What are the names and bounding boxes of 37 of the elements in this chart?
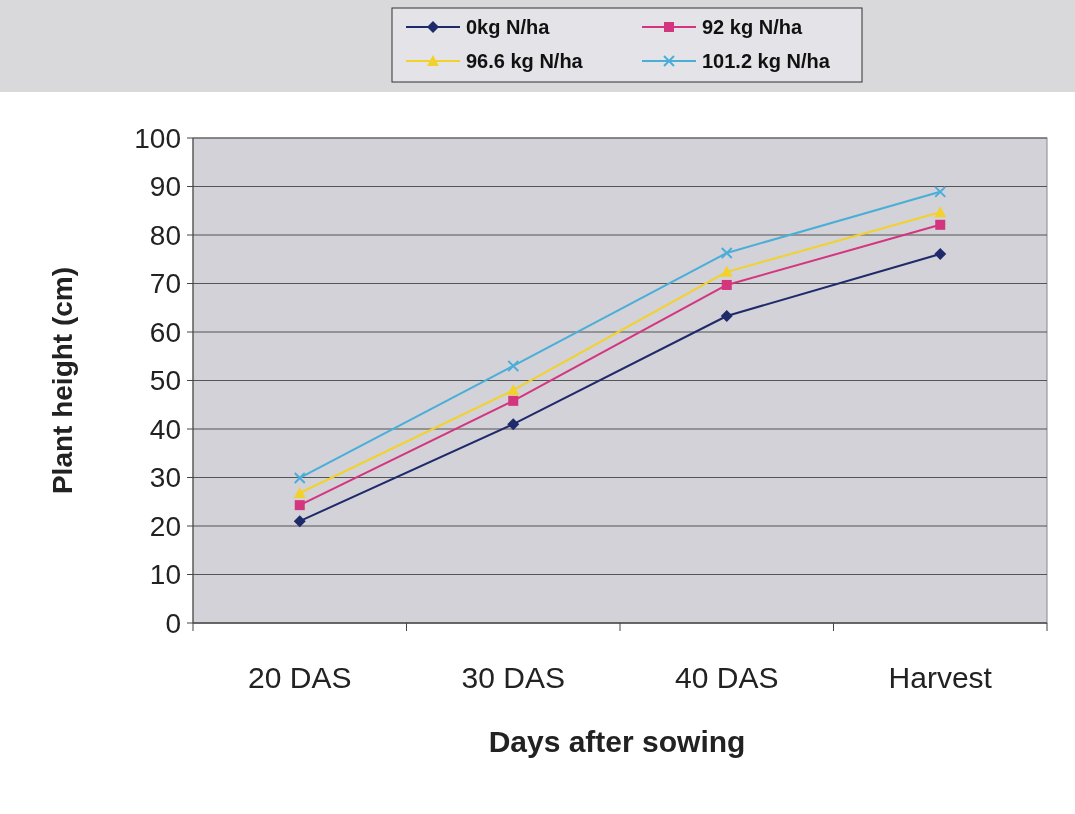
point (720, 265, 733, 277)
y-tick-label: 70 (149, 268, 181, 300)
point (508, 395, 519, 406)
x-axis-title: Days after sowing (488, 725, 746, 758)
legend-label: 101.2 kg N/ha (702, 50, 831, 72)
point (507, 384, 520, 396)
y-tick-label: 20 (149, 510, 181, 542)
point (507, 359, 520, 372)
y-tick-label: 60 (149, 316, 181, 348)
point (720, 310, 733, 322)
y-tick-label: 50 (149, 365, 181, 397)
point (293, 515, 306, 528)
point (935, 219, 946, 230)
legend-label: 92 kg N/ha (702, 16, 803, 38)
legend-label: 96.6 kg N/ha (466, 50, 584, 72)
point (934, 247, 947, 260)
x-tick-label: Harvest (888, 661, 993, 694)
x-tick-label: 30 DAS (461, 661, 565, 694)
point (720, 246, 733, 259)
y-tick-label: 10 (149, 559, 181, 591)
y-tick-label: 100 (134, 122, 181, 154)
y-tick-label: 40 (149, 413, 181, 445)
y-axis-title: Plant height (cm) (47, 266, 78, 495)
y-tick-label: 90 (149, 171, 181, 203)
point (293, 487, 306, 499)
point (294, 500, 305, 511)
legend-label: 0kg N/ha (466, 16, 551, 38)
point (934, 185, 947, 198)
point (721, 279, 732, 290)
x-tick-label: 40 DAS (675, 661, 779, 694)
x-tick-label: 20 DAS (248, 661, 352, 694)
y-tick-label: 80 (149, 219, 181, 251)
y-tick-label: 0 (165, 607, 181, 639)
point (507, 418, 520, 431)
point (934, 206, 947, 218)
point (293, 471, 306, 484)
y-tick-label: 30 (149, 462, 181, 494)
